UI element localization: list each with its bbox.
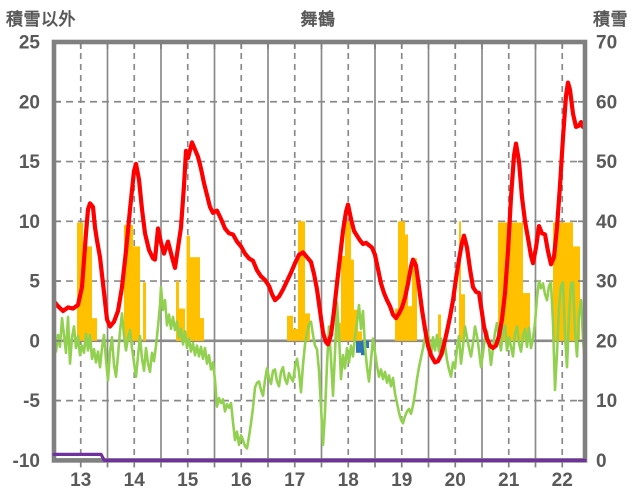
left-axis-tick-label: 15 [19,152,41,173]
purple-line [52,452,587,462]
orange-bars-bar [91,318,98,341]
orange-bars-bar [186,235,190,341]
orange-bars-bar [178,308,186,341]
orange-bars-bar [522,293,530,341]
right-axis-tick-label: 10 [596,391,617,412]
orange-bars-bar [77,222,83,341]
orange-bars-bar [292,328,299,341]
orange-bars-bar [344,221,351,341]
orange-bars-bar [460,294,465,341]
series [51,80,588,450]
right-axis-tick-label: 50 [596,152,617,173]
orange-bars-bar [143,282,147,341]
orange-bars-bar [175,281,179,341]
chart-title: 舞鶴 [300,10,336,29]
orange-bars-bar [412,258,417,341]
blue-bars-bar [356,340,361,353]
x-axis-tick-label: 13 [70,470,91,491]
right-axis-tick-label: 70 [596,33,617,54]
orange-bars-bar [398,221,406,341]
left-axis-title: 積雪以外 [6,10,76,29]
x-axis-tick-label: 16 [231,470,252,491]
orange-bars-bar [189,257,201,341]
right-axis-tick-label: 30 [596,272,617,293]
left-axis-tick-label: 5 [29,272,40,293]
x-axis-tick-label: 14 [124,470,146,491]
right-axis-tick-label: 20 [596,331,617,352]
orange-bars-bar [286,315,293,341]
orange-bars-bar [438,314,442,341]
orange-bars-bar [200,318,205,341]
orange-bars-bar [408,306,413,341]
orange-bars-bar [573,246,581,341]
orange-bars-bar [395,308,399,341]
orange-bars-bar [340,255,345,341]
right-axis-title: 積雪 [593,10,628,29]
x-axis-tick-label: 21 [498,470,520,491]
x-axis-tick-label: 15 [177,470,199,491]
right-axis-tick-label: 40 [596,212,617,233]
x-axis-tick-label: 22 [552,470,573,491]
x-axis-tick-label: 18 [338,470,359,491]
left-axis-tick-label: 25 [19,33,41,54]
orange-bars-bar [123,224,134,341]
orange-bars-bar [133,246,141,341]
left-axis-tick-label: 20 [19,92,40,113]
orange-bars-bar [82,246,92,341]
left-axis-tick-label: 10 [19,212,40,233]
x-axis-tick-label: 19 [391,470,412,491]
orange-bars-bar [350,259,354,341]
right-axis-tick-label: 60 [596,92,617,113]
left-axis-tick-label: -10 [13,451,40,472]
x-axis-tick-label: 20 [445,470,466,491]
left-axis-tick-label: -5 [23,391,40,412]
orange-bars [77,221,581,341]
orange-bars-bar [458,221,461,341]
blue-bars-bar [360,340,367,356]
red-line [51,80,588,365]
blue-bars [356,340,370,356]
orange-bars-bar [298,221,306,341]
right-axis-tick-label: 0 [596,451,607,472]
orange-bars-bar [357,331,362,341]
blue-bars-bar [366,340,370,349]
left-axis-tick-label: 0 [29,331,40,352]
x-axis-tick-label: 17 [284,470,305,491]
green-line [52,279,587,450]
